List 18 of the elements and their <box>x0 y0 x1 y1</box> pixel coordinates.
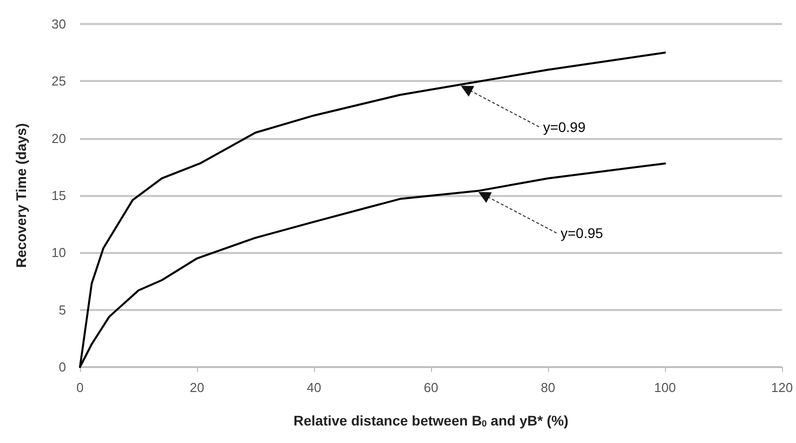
y-tick-label: 10 <box>52 245 66 260</box>
x-tick-label: 120 <box>771 380 793 395</box>
x-tick-label: 20 <box>190 380 204 395</box>
annotation: y=0.99 <box>543 118 586 135</box>
y-tick-label: 15 <box>52 188 66 203</box>
y-tick-label: 20 <box>52 130 66 146</box>
x-tick-label: 40 <box>306 380 322 395</box>
annotation: y=0.95 <box>560 225 604 242</box>
x-tick-label: 100 <box>654 380 676 395</box>
y-tick-label: 25 <box>52 74 66 89</box>
y-tick-label: 30 <box>52 16 66 32</box>
x-tick-label: 60 <box>424 380 438 395</box>
y-tick-label: 5 <box>58 302 66 318</box>
x-tick-label: 0 <box>76 380 84 395</box>
y-axis-title: Recovery Time (days) <box>13 123 29 268</box>
y-tick-label: 0 <box>58 360 66 374</box>
x-axis-title: Relative distance between B0 and yB* (%) <box>294 412 568 428</box>
x-tick-label: 80 <box>540 380 556 395</box>
